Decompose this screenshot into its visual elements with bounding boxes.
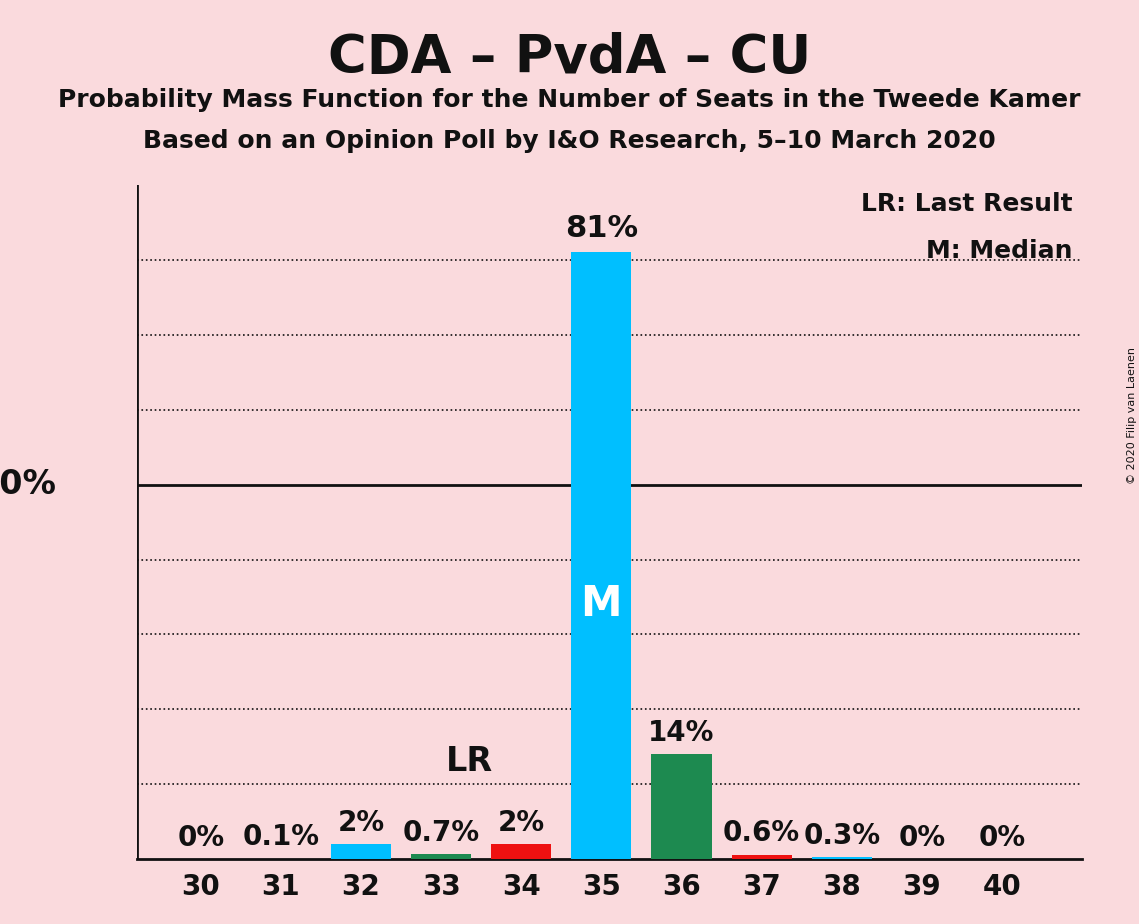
Text: Based on an Opinion Poll by I&O Research, 5–10 March 2020: Based on an Opinion Poll by I&O Research… — [144, 129, 995, 153]
Bar — [572, 252, 631, 859]
Text: 0.3%: 0.3% — [803, 821, 880, 849]
Text: LR: LR — [445, 746, 493, 778]
Text: 2%: 2% — [337, 808, 385, 837]
Text: 0%: 0% — [978, 824, 1025, 852]
Text: 14%: 14% — [648, 719, 714, 747]
Text: 0.7%: 0.7% — [402, 819, 480, 846]
Text: Probability Mass Function for the Number of Seats in the Tweede Kamer: Probability Mass Function for the Number… — [58, 88, 1081, 112]
Bar — [491, 845, 551, 859]
Text: LR: Last Result: LR: Last Result — [861, 191, 1073, 215]
Text: 0.6%: 0.6% — [723, 820, 801, 847]
Text: © 2020 Filip van Laenen: © 2020 Filip van Laenen — [1126, 347, 1137, 484]
Bar — [331, 845, 391, 859]
Text: M: M — [581, 583, 622, 626]
Text: 0%: 0% — [899, 824, 945, 852]
Text: M: Median: M: Median — [926, 238, 1073, 262]
Bar — [411, 854, 472, 859]
Text: 50%: 50% — [0, 468, 56, 501]
Bar — [812, 857, 871, 859]
Text: 0.1%: 0.1% — [243, 823, 319, 851]
Bar — [652, 754, 712, 859]
Text: 81%: 81% — [565, 214, 638, 243]
Text: 0%: 0% — [178, 824, 224, 852]
Bar — [731, 855, 792, 859]
Text: 2%: 2% — [498, 808, 544, 837]
Text: CDA – PvdA – CU: CDA – PvdA – CU — [328, 32, 811, 84]
